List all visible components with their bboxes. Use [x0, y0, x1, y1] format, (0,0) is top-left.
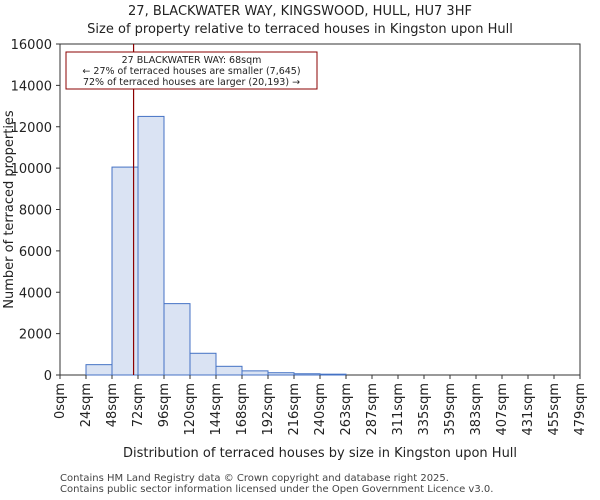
x-tick-label: 455sqm — [547, 383, 562, 436]
annotation-line: ← 27% of terraced houses are smaller (7,… — [82, 66, 300, 77]
x-tick-label: 72sqm — [131, 383, 146, 427]
attribution-line-1: Contains HM Land Registry data © Crown c… — [60, 473, 449, 484]
y-axis-label: Number of terraced properties — [2, 110, 17, 309]
x-tick-label: 383sqm — [469, 383, 484, 436]
annotation-line: 72% of terraced houses are larger (20,19… — [83, 77, 300, 88]
x-tick-label: 144sqm — [209, 383, 224, 436]
histogram-bar — [215, 365, 243, 376]
y-tick-label: 0 — [44, 369, 52, 384]
histogram-bar — [137, 115, 165, 376]
x-tick-label: 216sqm — [287, 383, 302, 436]
chart-title: 27, BLACKWATER WAY, KINGSWOOD, HULL, HU7… — [128, 4, 472, 19]
histogram-bar — [163, 303, 191, 376]
attribution-line-2: Contains public sector information licen… — [60, 484, 494, 495]
x-tick-label: 287sqm — [365, 383, 380, 436]
histogram-bar — [241, 370, 269, 376]
histogram-bar — [319, 373, 347, 376]
x-tick-label: 431sqm — [521, 383, 536, 436]
y-tick-label: 12000 — [11, 121, 52, 136]
x-tick-label: 0sqm — [53, 383, 68, 419]
chart-subtitle: Size of property relative to terraced ho… — [87, 22, 513, 37]
y-tick-label: 2000 — [19, 328, 52, 343]
histogram-bar — [189, 352, 217, 376]
x-tick-label: 48sqm — [105, 383, 120, 427]
x-tick-label: 168sqm — [235, 383, 250, 436]
x-tick-label: 263sqm — [339, 383, 354, 436]
x-axis-label: Distribution of terraced houses by size … — [123, 446, 517, 461]
histogram-bar — [85, 364, 113, 376]
x-tick-label: 240sqm — [313, 383, 328, 436]
x-tick-label: 407sqm — [495, 383, 510, 436]
x-tick-label: 479sqm — [573, 383, 588, 436]
annotation-line: 27 BLACKWATER WAY: 68sqm — [122, 55, 262, 66]
y-tick-label: 6000 — [19, 245, 52, 260]
x-tick-label: 311sqm — [391, 383, 406, 436]
y-tick-label: 10000 — [11, 162, 52, 177]
x-tick-label: 335sqm — [417, 383, 432, 436]
annotation-box — [65, 51, 318, 90]
x-tick-label: 359sqm — [443, 383, 458, 436]
y-tick-label: 8000 — [19, 204, 52, 219]
histogram-bar — [267, 372, 295, 376]
y-tick-label: 14000 — [11, 79, 52, 94]
y-tick-label: 4000 — [19, 286, 52, 301]
x-tick-label: 120sqm — [183, 383, 198, 436]
x-tick-label: 96sqm — [157, 383, 172, 427]
x-tick-label: 24sqm — [79, 383, 94, 427]
histogram-bar — [293, 373, 321, 376]
x-tick-label: 192sqm — [261, 383, 276, 436]
y-tick-label: 16000 — [11, 38, 52, 53]
